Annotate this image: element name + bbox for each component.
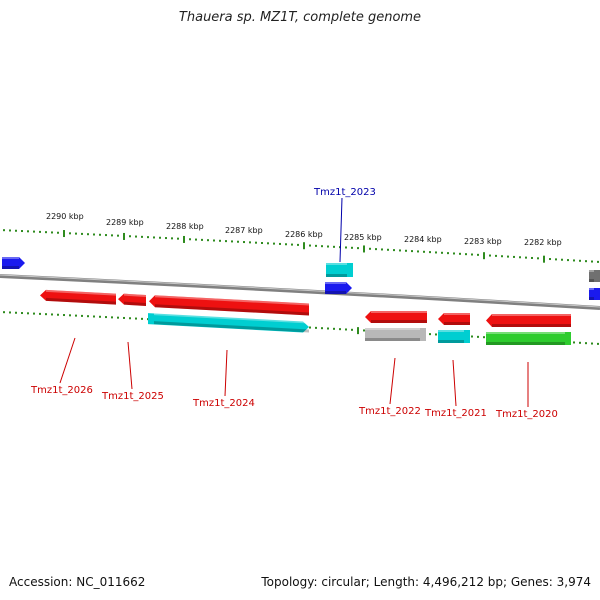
pseudo-Tmz1t_2022[interactable] bbox=[365, 328, 426, 341]
trna-Tmz1t_2023[interactable] bbox=[326, 263, 353, 277]
gene-label[interactable]: Tmz1t_2025 bbox=[101, 391, 164, 402]
backbone-line bbox=[0, 274, 600, 310]
backbone-highlight bbox=[0, 274, 600, 308]
gene-label[interactable]: Tmz1t_2023 bbox=[313, 187, 376, 198]
cds-Tmz1t_2024[interactable] bbox=[149, 295, 309, 316]
gene-leader-line bbox=[127, 341, 133, 390]
trna-Tmz1t_2021[interactable] bbox=[438, 330, 470, 343]
scale-tick-label: 2288 kbp bbox=[166, 222, 204, 231]
cds-Tmz1t_2026[interactable] bbox=[40, 289, 116, 305]
scale-tick-label: 2284 kbp bbox=[404, 235, 442, 244]
cds-Tmz1t_2025[interactable] bbox=[118, 293, 146, 307]
cds-Tmz1t_2020[interactable] bbox=[486, 314, 571, 327]
gene-leader-line bbox=[224, 349, 228, 397]
gene-leader-line bbox=[339, 197, 343, 263]
genome-summary-text: Topology: circular; Length: 4,496,212 bp… bbox=[261, 575, 591, 589]
gray-feature-right[interactable] bbox=[589, 270, 600, 282]
scale-tick-label: 2286 kbp bbox=[285, 230, 323, 239]
scale-tick-label: 2285 kbp bbox=[344, 233, 382, 242]
misc-feature-2023[interactable] bbox=[325, 282, 352, 294]
misc-feature-left[interactable] bbox=[2, 257, 25, 269]
genome-backbone bbox=[0, 274, 600, 310]
trna-Tmz1t_2024[interactable] bbox=[148, 313, 309, 333]
gene-features bbox=[2, 257, 600, 345]
scale-labels: 2290 kbp 2289 kbp 2288 kbp 2287 kbp 2286 kbp… bbox=[46, 212, 562, 247]
gene-leader-line bbox=[389, 357, 396, 405]
gene-labels: Tmz1t_2026 Tmz1t_2025 Tmz1t_2024 Tmz1t_2023… bbox=[30, 187, 558, 420]
gene-label[interactable]: Tmz1t_2021 bbox=[424, 408, 487, 419]
scale-tick-label: 2287 kbp bbox=[225, 226, 263, 235]
accession-text: Accession: NC_011662 bbox=[9, 575, 146, 589]
gene-leader-line bbox=[59, 337, 76, 384]
cds-Tmz1t_2021[interactable] bbox=[438, 313, 470, 325]
misc-feature-right[interactable] bbox=[589, 288, 600, 300]
gene-label[interactable]: Tmz1t_2020 bbox=[495, 409, 558, 420]
gene-leader-line bbox=[452, 359, 457, 407]
scale-tick-label: 2282 kbp bbox=[524, 238, 562, 247]
gene-label[interactable]: Tmz1t_2022 bbox=[358, 406, 421, 417]
scale-tick-label: 2289 kbp bbox=[106, 218, 144, 227]
gene-label[interactable]: Tmz1t_2026 bbox=[30, 385, 93, 396]
rrna-Tmz1t_2020[interactable] bbox=[486, 332, 571, 345]
scale-tick-label: 2290 kbp bbox=[46, 212, 84, 221]
gene-label[interactable]: Tmz1t_2024 bbox=[192, 398, 255, 409]
scale-tick-label: 2283 kbp bbox=[464, 237, 502, 246]
cds-Tmz1t_2022[interactable] bbox=[365, 311, 427, 323]
figure-title: Thauera sp. MZ1T, complete genome bbox=[178, 10, 422, 25]
outer-tick-marks bbox=[3, 229, 599, 263]
